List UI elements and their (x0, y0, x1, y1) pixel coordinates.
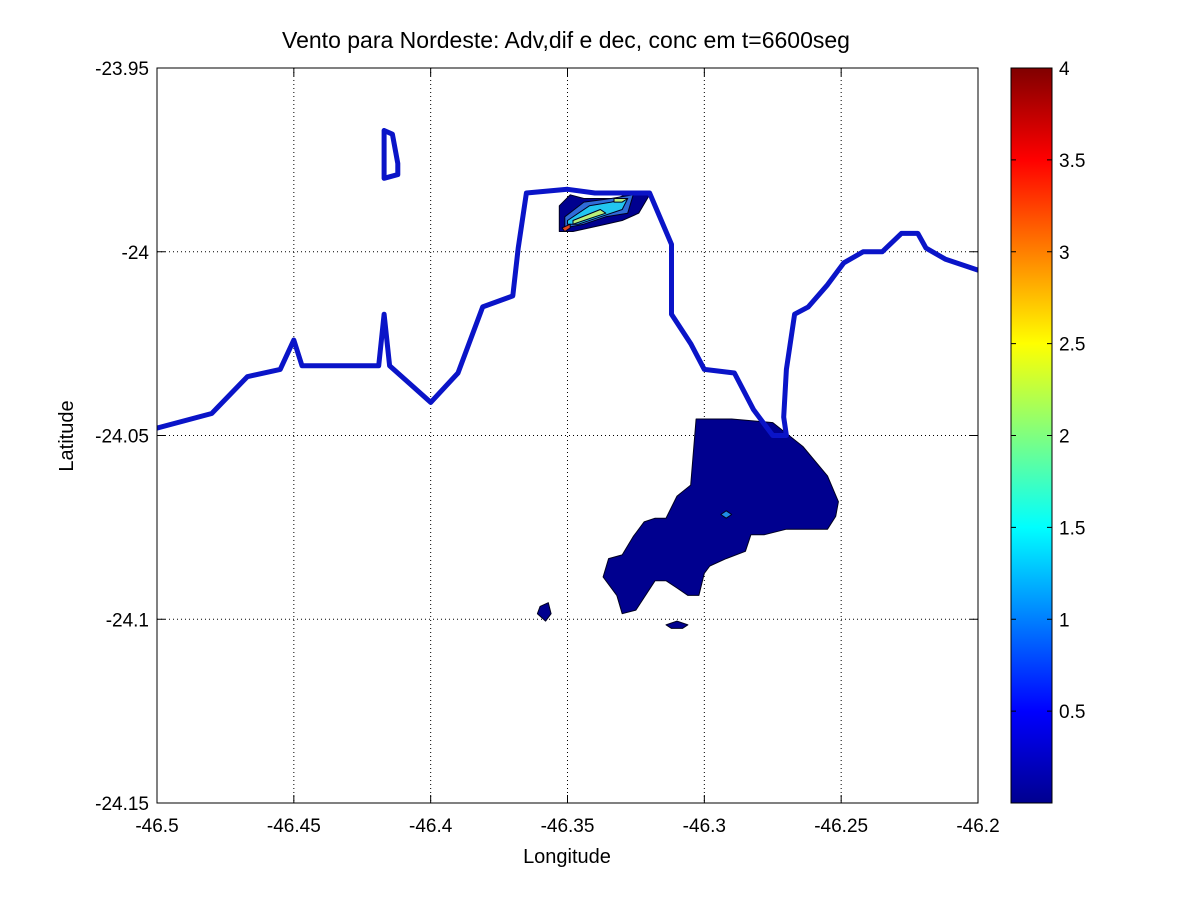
colorbar-tick-label: 3 (1059, 243, 1070, 264)
x-tick-label: -46.45 (267, 816, 321, 837)
x-tick-label: -46.2 (956, 816, 999, 837)
chart-title: Vento para Nordeste: Adv,dif e dec, conc… (282, 27, 850, 53)
colorbar-tick-label: 2.5 (1059, 335, 1085, 356)
x-tick-label: -46.4 (409, 816, 453, 837)
x-tick-label: -46.3 (683, 816, 726, 837)
colorbar-tick-label: 1.5 (1059, 518, 1085, 539)
coastline (157, 186, 978, 438)
contour-region (536, 602, 552, 622)
contour-region (720, 510, 733, 519)
colorbar-tick-label: 4 (1059, 59, 1070, 80)
colorbar-tick-label: 2 (1059, 427, 1070, 448)
contour-fills (536, 190, 839, 629)
y-tick-label: -24 (122, 243, 150, 264)
axis-ticks: -46.5 -46.45 -46.4 -46.35 -46.3 -46.25 -46.2 -2… (95, 59, 1000, 837)
contour-region (613, 198, 629, 203)
y-tick-label: -24.15 (95, 794, 149, 815)
x-tick-label: -46.5 (135, 816, 178, 837)
contour-region (561, 223, 571, 232)
colorbar-ticks: 0.5 1 1.5 2 2.5 3 3.5 4 (1011, 59, 1085, 723)
islet-outline (381, 128, 401, 181)
y-tick-label: -24.1 (106, 610, 149, 631)
y-axis-label: Latitude (56, 400, 78, 471)
colorbar-tick-label: 3.5 (1059, 151, 1085, 172)
x-tick-label: -46.25 (814, 816, 868, 837)
y-tick-label: -23.95 (95, 59, 149, 80)
colorbar (1010, 67, 1053, 804)
contour-region (572, 209, 607, 225)
contour-region (602, 418, 839, 615)
grid-lines (157, 68, 978, 803)
colorbar-tick-label: 0.5 (1059, 702, 1085, 723)
contour-region (665, 620, 689, 629)
y-tick-label: -24.05 (95, 427, 149, 448)
coastline-layer (157, 128, 978, 438)
colorbar-tick-label: 1 (1059, 610, 1070, 631)
x-axis-label: Longitude (523, 846, 611, 868)
x-tick-label: -46.35 (541, 816, 595, 837)
